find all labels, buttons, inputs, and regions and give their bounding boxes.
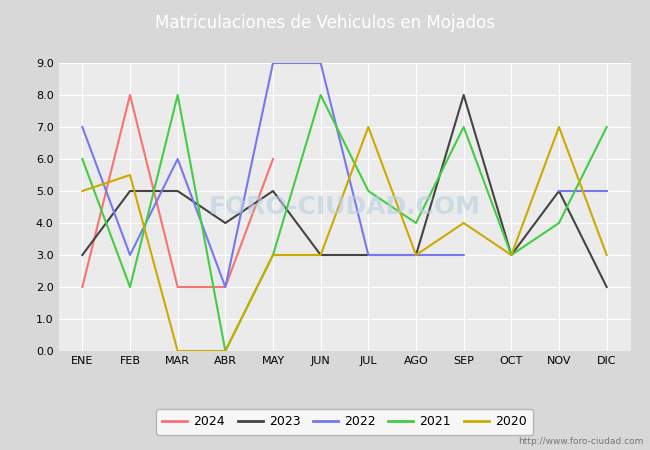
Legend: 2024, 2023, 2022, 2021, 2020: 2024, 2023, 2022, 2021, 2020 xyxy=(156,409,533,435)
Text: http://www.foro-ciudad.com: http://www.foro-ciudad.com xyxy=(518,436,644,446)
Text: Matriculaciones de Vehiculos en Mojados: Matriculaciones de Vehiculos en Mojados xyxy=(155,14,495,32)
Text: FORO-CIUDAD.COM: FORO-CIUDAD.COM xyxy=(209,195,480,219)
